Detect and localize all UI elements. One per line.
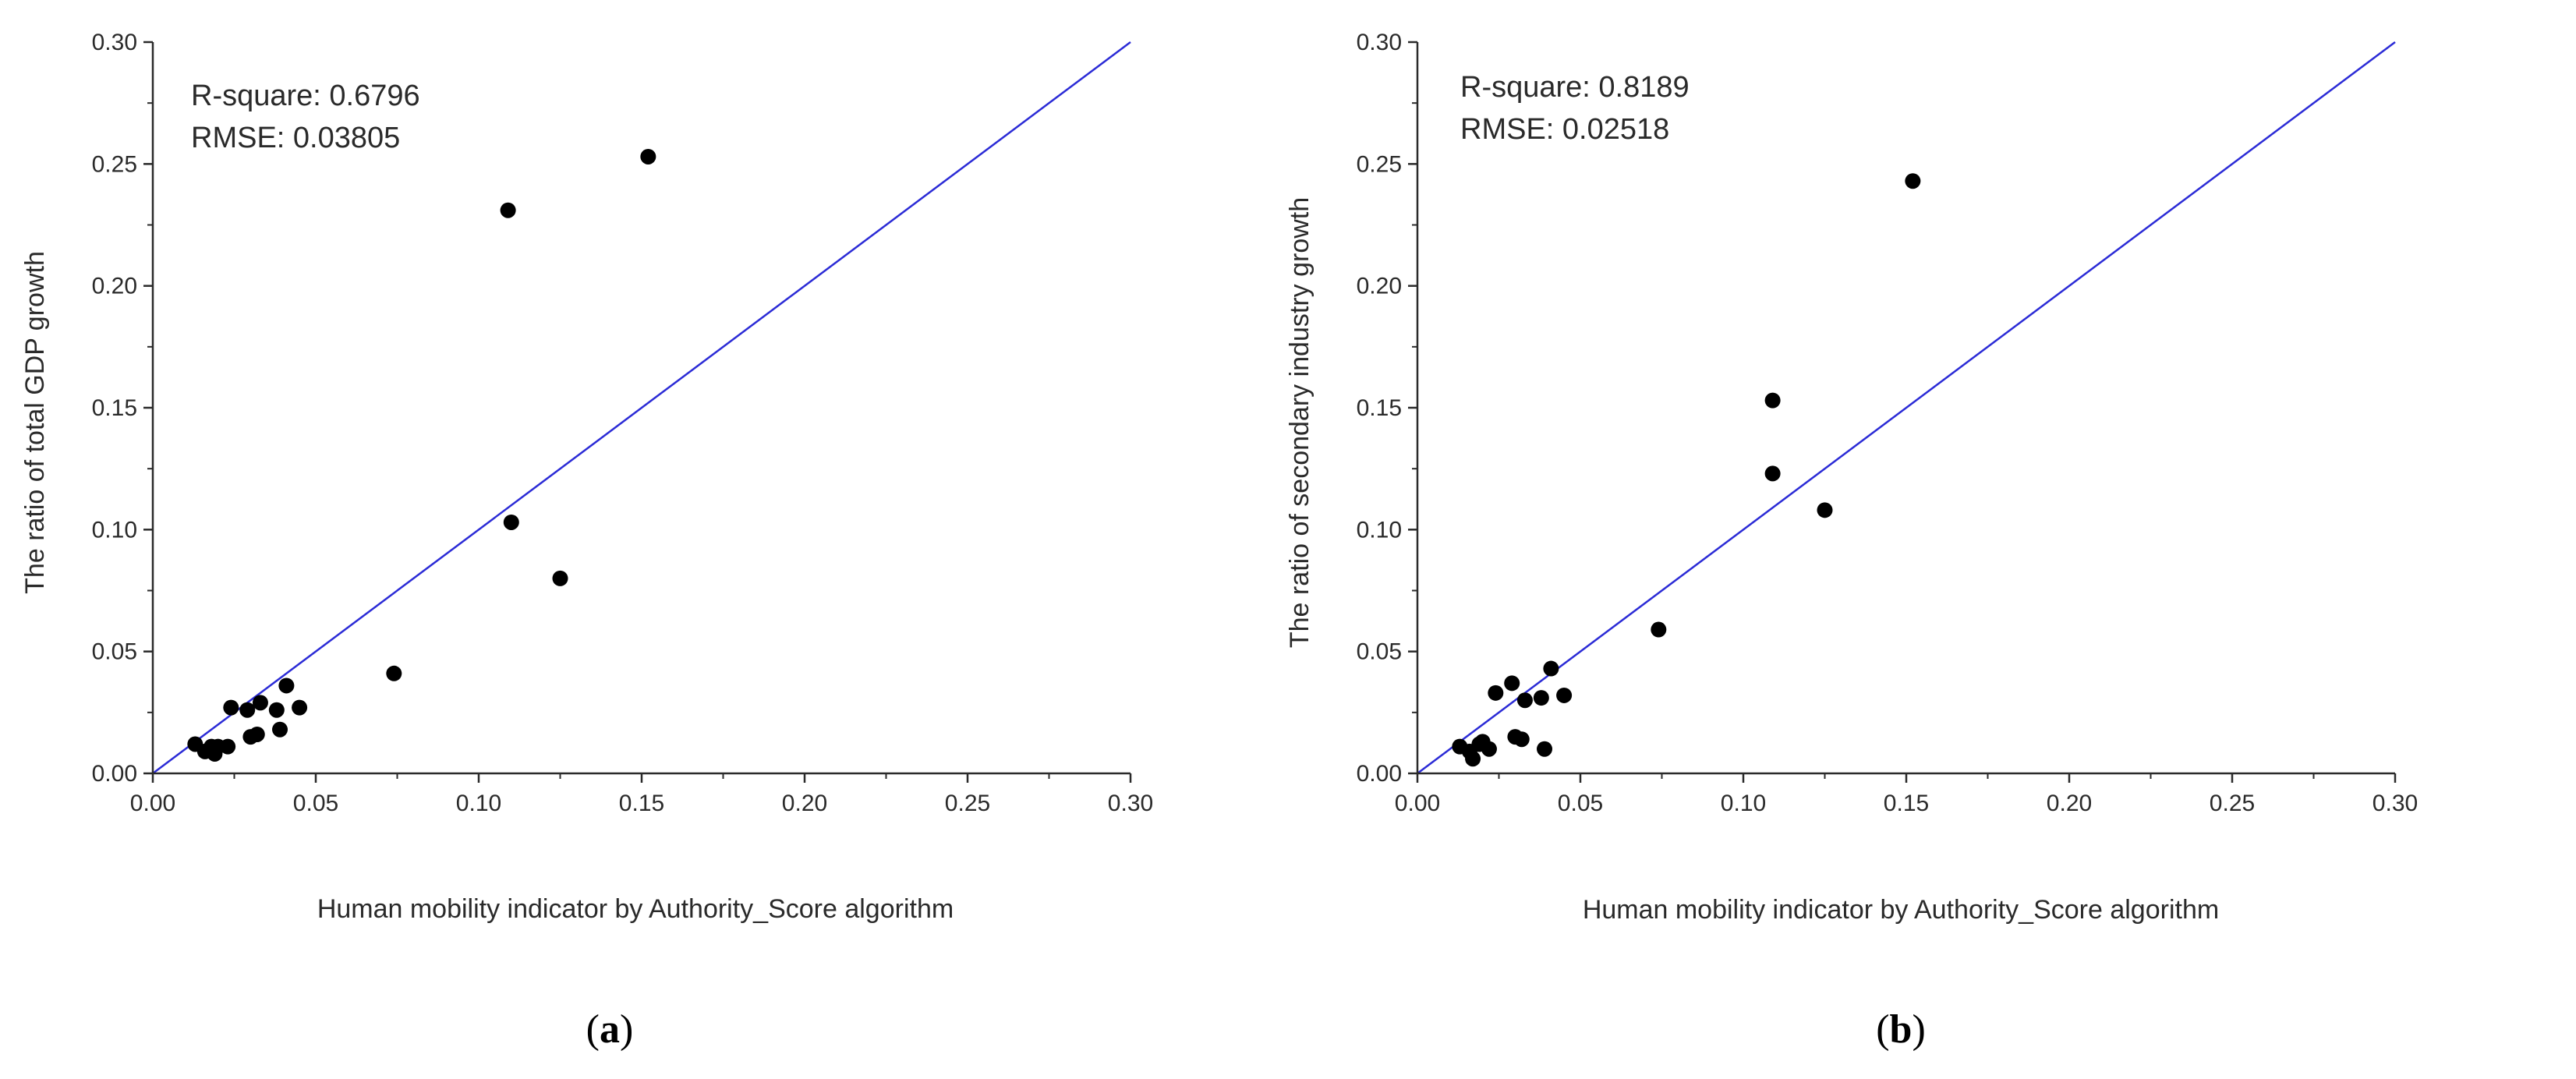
panel-a-data-point <box>386 665 402 681</box>
panel-b-rmse: RMSE: 0.02518 <box>1460 113 1669 146</box>
panel-a-data-point <box>640 148 656 165</box>
panel-b-data-point <box>1481 741 1497 757</box>
panel-a-data-point <box>252 695 268 711</box>
panel-a-data-point <box>552 570 568 586</box>
panel-a-x-tick-label: 0.20 <box>782 791 827 816</box>
panel-a-data-point <box>278 677 295 694</box>
panel-a-ticks: 0.00 0.05 0.10 0.15 0.20 0.25 0.30 0.00 0.05 0.10… <box>92 30 1154 816</box>
panel-a-data-point <box>239 702 256 718</box>
panel-a-x-tick-label: 0.25 <box>945 791 990 816</box>
panel-b-data-point <box>1817 502 1833 518</box>
panel-b-x-tick-label: 0.10 <box>1721 791 1766 816</box>
caption-b: (b) <box>1876 1007 1926 1052</box>
panel-a-x-tick-label: 0.10 <box>456 791 501 816</box>
caption-a-close: ) <box>620 1007 633 1052</box>
panel-a-y-tick-label: 0.10 <box>92 517 137 543</box>
panel-b-x-tick-label: 0.00 <box>1395 791 1440 816</box>
panel-b-data-point <box>1543 660 1559 677</box>
panel-b-y-tick-label: 0.15 <box>1357 395 1402 421</box>
panel-b-y-tick-label: 0.20 <box>1357 274 1402 299</box>
panel-a-y-axis-label: The ratio of total GDP growth <box>20 251 50 594</box>
panel-b-data-point <box>1504 675 1520 692</box>
panel-b-ticks: 0.00 0.05 0.10 0.15 0.20 0.25 0.30 0.00 0.05 0.10… <box>1357 30 2419 816</box>
panel-a-rmse: RMSE: 0.03805 <box>191 122 400 154</box>
panel-a-data-point <box>220 738 236 755</box>
panel-b-data-point <box>1465 751 1481 767</box>
panel-a-chart: 0.00 0.05 0.10 0.15 0.20 0.25 0.30 0.00 0.05 0.10… <box>20 30 1153 1052</box>
panel-a-x-tick-label: 0.30 <box>1108 791 1153 816</box>
panel-b-y-tick-label: 0.00 <box>1357 761 1402 787</box>
panel-b-data-point <box>1556 687 1573 703</box>
panel-a-data-point <box>503 514 519 530</box>
panel-b-y-tick-label: 0.05 <box>1357 639 1402 665</box>
caption-a-letter: a <box>600 1007 620 1052</box>
panel-b-x-axis-label: Human mobility indicator by Authority_Sc… <box>1583 895 2219 925</box>
panel-a-reference-line <box>152 41 1131 775</box>
panel-b-y-axis-label: The ratio of secondary industry growth <box>1285 197 1315 648</box>
panel-a-x-tick-label: 0.05 <box>293 791 338 816</box>
panel-b-data-point <box>1764 465 1781 482</box>
panel-b-x-tick-label: 0.05 <box>1558 791 1603 816</box>
panel-b-data-point <box>1533 690 1549 706</box>
caption-a: (a) <box>586 1007 634 1052</box>
panel-a-y-tick-label: 0.20 <box>92 274 137 299</box>
panel-a-r-square: R-square: 0.6796 <box>191 80 420 112</box>
panel-b-y-tick-label: 0.25 <box>1357 151 1402 177</box>
caption-b-open: ( <box>1876 1007 1889 1052</box>
panel-a-marks <box>152 41 1131 775</box>
panel-a-x-axis-label: Human mobility indicator by Authority_Sc… <box>317 894 954 924</box>
panel-a-x-tick-label: 0.15 <box>619 791 664 816</box>
panel-a-y-tick-label: 0.15 <box>92 395 137 421</box>
panel-a-x-tick-label: 0.00 <box>130 791 175 816</box>
panel-a-y-tick-label: 0.00 <box>92 761 137 787</box>
panel-b-data-point <box>1513 731 1530 748</box>
panel-a-data-point <box>249 726 265 742</box>
caption-a-open: ( <box>586 1007 600 1052</box>
panel-b-y-tick-label: 0.30 <box>1357 30 1402 55</box>
panel-b-x-tick-label: 0.25 <box>2210 791 2255 816</box>
panel-a-y-tick-label: 0.30 <box>92 30 137 55</box>
panel-a-y-tick-label: 0.05 <box>92 639 137 665</box>
panel-b-data-point <box>1905 173 1921 189</box>
panel-b-y-tick-label: 0.10 <box>1357 517 1402 543</box>
panel-a-data-point <box>272 721 288 738</box>
panel-a-data-point <box>292 699 308 716</box>
caption-b-close: ) <box>1912 1007 1925 1052</box>
panel-b-marks <box>1417 41 2396 775</box>
panel-b-reference-line <box>1417 41 2396 775</box>
panel-a-y-tick-label: 0.25 <box>92 151 137 177</box>
panel-b-data-point <box>1516 692 1533 709</box>
panel-b-data-point <box>1488 685 1504 701</box>
panel-b-x-tick-label: 0.20 <box>2047 791 2092 816</box>
caption-b-letter: b <box>1890 1007 1913 1052</box>
panel-b-r-square: R-square: 0.8189 <box>1460 71 1690 104</box>
panel-a-data-point <box>268 702 285 718</box>
panel-b-x-tick-label: 0.30 <box>2373 791 2418 816</box>
panel-b-data-point <box>1651 621 1667 638</box>
panel-a-data-point <box>223 699 239 716</box>
panel-b-chart: 0.00 0.05 0.10 0.15 0.20 0.25 0.30 0.00 0.05 0.10… <box>1285 30 2418 1052</box>
panel-b-x-tick-label: 0.15 <box>1884 791 1929 816</box>
panel-a-data-point <box>500 202 516 218</box>
panel-b-data-point <box>1764 392 1781 409</box>
panel-b-data-point <box>1537 741 1553 757</box>
